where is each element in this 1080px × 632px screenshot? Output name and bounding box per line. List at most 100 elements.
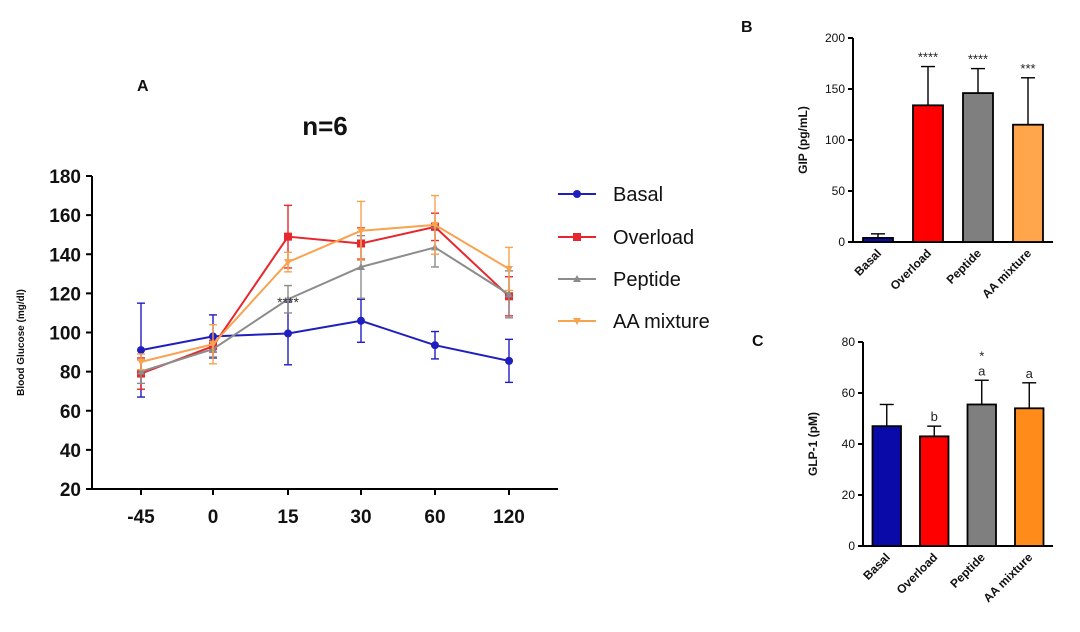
bar-significance-label: a <box>978 363 986 378</box>
x-tick-label: Basal <box>860 550 893 583</box>
chart-a-y-tick-label: 120 <box>49 284 81 305</box>
bar-significance-label: **** <box>968 52 988 67</box>
chart-a-x-tick-label: -45 <box>127 507 155 528</box>
data-point <box>284 295 292 303</box>
chart-a-x-tick-label: 15 <box>277 507 299 528</box>
bar <box>1012 123 1044 243</box>
panel-a-letter: A <box>137 78 149 95</box>
chart-a-x-tick-label: 30 <box>350 507 371 528</box>
data-point <box>284 259 292 267</box>
bar <box>871 425 902 547</box>
bar-group-basal: Basal <box>852 233 894 279</box>
y-tick-label: 200 <box>825 31 845 45</box>
chart-a-y-tick-label: 140 <box>49 245 81 266</box>
data-point <box>137 346 145 355</box>
x-tick-label: AA mixture <box>981 550 1036 605</box>
panel-b-letter: B <box>741 19 753 36</box>
bar <box>962 92 994 243</box>
bar-significance-label: **** <box>918 50 938 65</box>
chart-a-y-tick-label: 180 <box>49 167 81 188</box>
bar-significance-label: * <box>979 348 984 363</box>
legend-label: Peptide <box>613 269 681 291</box>
series-line <box>140 225 510 375</box>
data-point <box>357 227 365 235</box>
bar-group-overload: b Overload <box>894 409 950 597</box>
x-tick-label: Overload <box>887 246 934 293</box>
bar <box>862 237 894 243</box>
legend-marker <box>573 233 581 241</box>
y-tick-label: 0 <box>838 235 845 249</box>
data-point <box>505 265 513 273</box>
x-tick-label: AA mixture <box>979 246 1034 301</box>
x-tick-label: Basal <box>852 246 885 279</box>
bar <box>912 104 944 243</box>
bar <box>1014 407 1045 547</box>
data-point <box>137 367 145 375</box>
series-peptide <box>137 227 513 385</box>
bar <box>966 403 997 547</box>
chart-a-y-tick-label: 100 <box>49 324 81 345</box>
data-point <box>357 262 365 270</box>
legend-label: AA mixture <box>613 311 710 333</box>
data-point <box>284 232 292 241</box>
series-aa-mixture <box>137 194 513 371</box>
y-tick-label: 50 <box>832 184 846 198</box>
chart-a-y-tick-label: 60 <box>60 402 81 423</box>
chart-a-y-axis-label: Blood Glucose (mg/dl) <box>16 289 27 396</box>
panel-b-bar-chart: 0 50 100 150 200 GIP (pg/mL) Basal **** Overload… <box>796 31 1053 301</box>
y-axis-label: GIP (pg/mL) <box>796 106 810 174</box>
chart-a-y-tick-label: 40 <box>60 441 81 462</box>
data-point <box>431 221 439 229</box>
data-point <box>505 356 513 365</box>
series-overload <box>137 204 513 390</box>
series-line <box>140 246 510 373</box>
bar-group-overload: **** Overload <box>887 50 944 293</box>
y-tick-label: 20 <box>842 488 856 502</box>
bar-group-peptide: **** Peptide <box>944 52 994 287</box>
chart-a-x-tick-label: 0 <box>208 507 219 528</box>
chart-a-y-tick-label: 20 <box>60 480 81 501</box>
bar-significance-label: *** <box>1020 61 1035 76</box>
bar-significance-label: a <box>1026 366 1034 381</box>
x-tick-label: Peptide <box>944 246 985 287</box>
y-tick-label: 100 <box>825 133 845 147</box>
bar <box>919 435 950 547</box>
bar-group-peptide: a* Peptide <box>947 348 997 591</box>
data-point <box>505 290 513 298</box>
legend-label: Overload <box>613 227 694 249</box>
x-tick-label: Peptide <box>947 550 988 591</box>
legend-item-overload: Overload <box>558 227 694 249</box>
legend-item-aa-mixture: AA mixture <box>558 311 710 333</box>
bar-significance-label: b <box>931 409 938 424</box>
data-point <box>357 316 365 325</box>
y-tick-label: 40 <box>842 437 856 451</box>
legend-item-peptide: Peptide <box>558 269 681 291</box>
data-point <box>431 341 439 350</box>
chart-a-x-tick-label: 60 <box>424 507 445 528</box>
y-tick-label: 80 <box>842 335 856 349</box>
series-line <box>140 319 510 362</box>
chart-a-title: n=6 <box>302 111 348 141</box>
legend-item-basal: Basal <box>558 184 663 206</box>
legend-label: Basal <box>613 184 663 206</box>
legend-marker <box>573 318 581 325</box>
y-tick-label: 150 <box>825 82 845 96</box>
y-tick-label: 0 <box>848 539 855 553</box>
y-tick-label: 60 <box>842 386 856 400</box>
significance-marker: **** <box>277 294 299 310</box>
x-tick-label: Overload <box>894 550 941 597</box>
chart-a-x-tick-label: 120 <box>493 507 525 528</box>
series-line <box>140 223 510 363</box>
chart-a-y-tick-label: 80 <box>60 363 81 384</box>
data-point <box>284 329 292 338</box>
panel-a-line-chart: n=6 20 40 60 80 100 120 140 160 180 -45 0 15 30 60 120 B… <box>16 111 710 528</box>
bar-group-basal: Basal <box>860 403 902 583</box>
legend-marker <box>573 275 581 282</box>
data-point <box>137 358 145 366</box>
data-point <box>209 341 217 349</box>
chart-a-y-tick-label: 160 <box>49 206 81 227</box>
legend-marker <box>573 190 581 198</box>
panel-c-letter: C <box>752 333 764 350</box>
